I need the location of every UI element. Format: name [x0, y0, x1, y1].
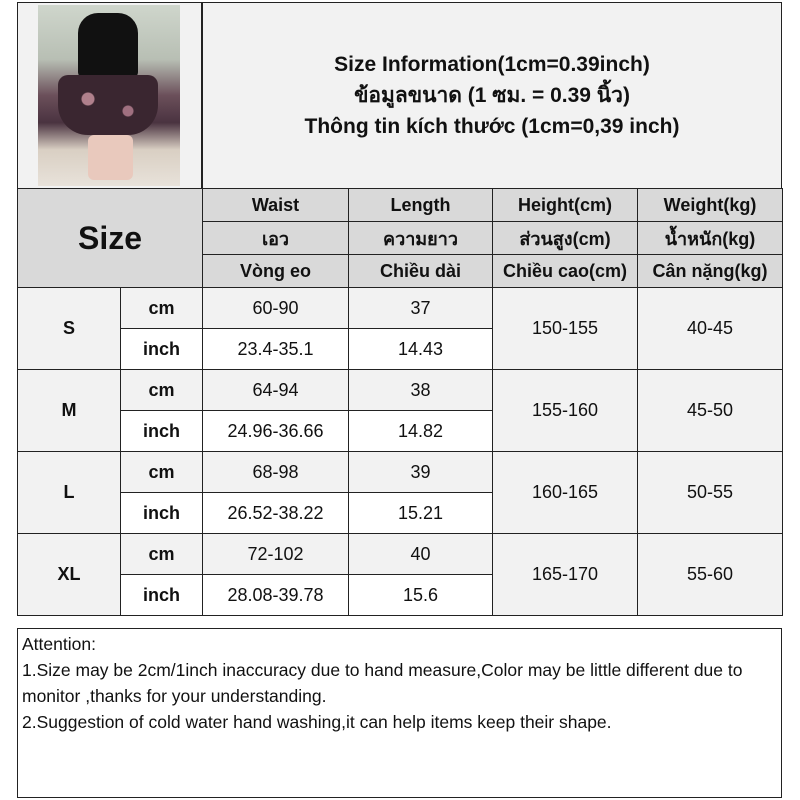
- unit-cell: inch: [120, 574, 203, 616]
- length-cell: 39: [348, 451, 493, 493]
- table-row: inch 28.08-39.78 15.6: [18, 574, 783, 616]
- height-cell: 160-165: [492, 451, 638, 534]
- notes-title: Attention:: [22, 634, 96, 654]
- length-cell: 38: [348, 369, 493, 411]
- divider: [201, 2, 203, 189]
- waist-cell: 26.52-38.22: [202, 492, 349, 534]
- size-cell: M: [17, 369, 121, 452]
- table-row: inch 26.52-38.22 15.21: [18, 492, 783, 534]
- length-cell: 15.21: [348, 492, 493, 534]
- col-header: Weight(kg): [637, 188, 783, 222]
- weight-cell: 45-50: [637, 369, 783, 452]
- unit-cell: cm: [120, 369, 203, 411]
- table-row: inch 23.4-35.1 14.43: [18, 328, 783, 370]
- product-photo: [38, 5, 180, 186]
- height-cell: 155-160: [492, 369, 638, 452]
- height-cell: 165-170: [492, 533, 638, 616]
- unit-cell: inch: [120, 410, 203, 452]
- photo-shirt: [78, 13, 138, 78]
- attention-notes: Attention: 1.Size may be 2cm/1inch inacc…: [17, 628, 782, 798]
- size-header: Size: [17, 188, 203, 288]
- unit-cell: cm: [120, 287, 203, 329]
- col-header: Height(cm): [492, 188, 638, 222]
- col-header: Waist: [202, 188, 349, 222]
- height-cell: 150-155: [492, 287, 638, 370]
- waist-cell: 60-90: [202, 287, 349, 329]
- weight-cell: 40-45: [637, 287, 783, 370]
- weight-cell: 50-55: [637, 451, 783, 534]
- photo-legs: [88, 135, 133, 180]
- unit-cell: inch: [120, 492, 203, 534]
- unit-cell: cm: [120, 533, 203, 575]
- col-header: เอว: [202, 221, 349, 255]
- waist-cell: 72-102: [202, 533, 349, 575]
- size-cell: XL: [17, 533, 121, 616]
- col-header: Chiều cao(cm): [492, 254, 638, 288]
- size-cell: L: [17, 451, 121, 534]
- note-item: 1.Size may be 2cm/1inch inaccuracy due t…: [22, 660, 743, 706]
- title-line-th: ข้อมูลขนาด (1 ซม. = 0.39 นิ้ว): [354, 84, 630, 107]
- col-header: Chiều dài: [348, 254, 493, 288]
- title-line-en: Size Information(1cm=0.39inch): [334, 53, 650, 76]
- waist-cell: 28.08-39.78: [202, 574, 349, 616]
- table-row: inch 24.96-36.66 14.82: [18, 410, 783, 452]
- waist-cell: 23.4-35.1: [202, 328, 349, 370]
- note-item: 2.Suggestion of cold water hand washing,…: [22, 712, 612, 732]
- waist-cell: 64-94: [202, 369, 349, 411]
- length-cell: 14.82: [348, 410, 493, 452]
- col-header: น้ำหนัก(kg): [637, 221, 783, 255]
- length-cell: 14.43: [348, 328, 493, 370]
- length-cell: 40: [348, 533, 493, 575]
- waist-cell: 24.96-36.66: [202, 410, 349, 452]
- table-row: XL cm 72-102 40 165-170 55-60: [17, 533, 783, 616]
- unit-cell: cm: [120, 451, 203, 493]
- col-header: Cân nặng(kg): [637, 254, 783, 288]
- length-cell: 37: [348, 287, 493, 329]
- col-header: Length: [348, 188, 493, 222]
- size-table: Size Waist Length Height(cm) Weight(kg) …: [17, 188, 783, 616]
- unit-cell: inch: [120, 328, 203, 370]
- photo-skirt: [58, 75, 158, 135]
- col-header: Vòng eo: [202, 254, 349, 288]
- col-header: ส่วนสูง(cm): [492, 221, 638, 255]
- col-header: ความยาว: [348, 221, 493, 255]
- title-line-vi: Thông tin kích thước (1cm=0,39 inch): [304, 115, 680, 138]
- waist-cell: 68-98: [202, 451, 349, 493]
- weight-cell: 55-60: [637, 533, 783, 616]
- length-cell: 15.6: [348, 574, 493, 616]
- size-cell: S: [17, 287, 121, 370]
- size-info-title: Size Information(1cm=0.39inch) ข้อมูลขนา…: [202, 2, 782, 189]
